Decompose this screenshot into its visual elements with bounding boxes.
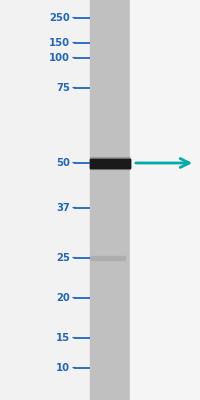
Text: 15: 15 — [56, 333, 70, 343]
Text: 10: 10 — [56, 363, 70, 373]
Text: -: - — [72, 83, 76, 93]
Text: 150: 150 — [49, 38, 70, 48]
Text: -: - — [72, 293, 76, 303]
Text: 75: 75 — [56, 83, 70, 93]
Text: 25: 25 — [56, 253, 70, 263]
Text: -: - — [72, 13, 76, 23]
Text: -: - — [72, 38, 76, 48]
Text: -: - — [72, 363, 76, 373]
Text: -: - — [72, 53, 76, 63]
Text: 20: 20 — [56, 293, 70, 303]
Text: -: - — [72, 333, 76, 343]
Text: 50: 50 — [56, 158, 70, 168]
Text: 100: 100 — [49, 53, 70, 63]
Text: -: - — [72, 158, 76, 168]
Text: 37: 37 — [56, 203, 70, 213]
Text: -: - — [72, 253, 76, 263]
Text: -: - — [72, 203, 76, 213]
Text: 250: 250 — [49, 13, 70, 23]
